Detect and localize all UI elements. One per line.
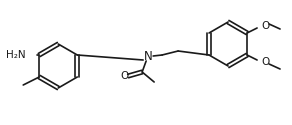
- Text: O: O: [120, 71, 128, 81]
- Text: O: O: [261, 21, 269, 31]
- Text: N: N: [144, 50, 152, 62]
- Text: O: O: [261, 57, 269, 67]
- Text: H₂N: H₂N: [6, 50, 25, 60]
